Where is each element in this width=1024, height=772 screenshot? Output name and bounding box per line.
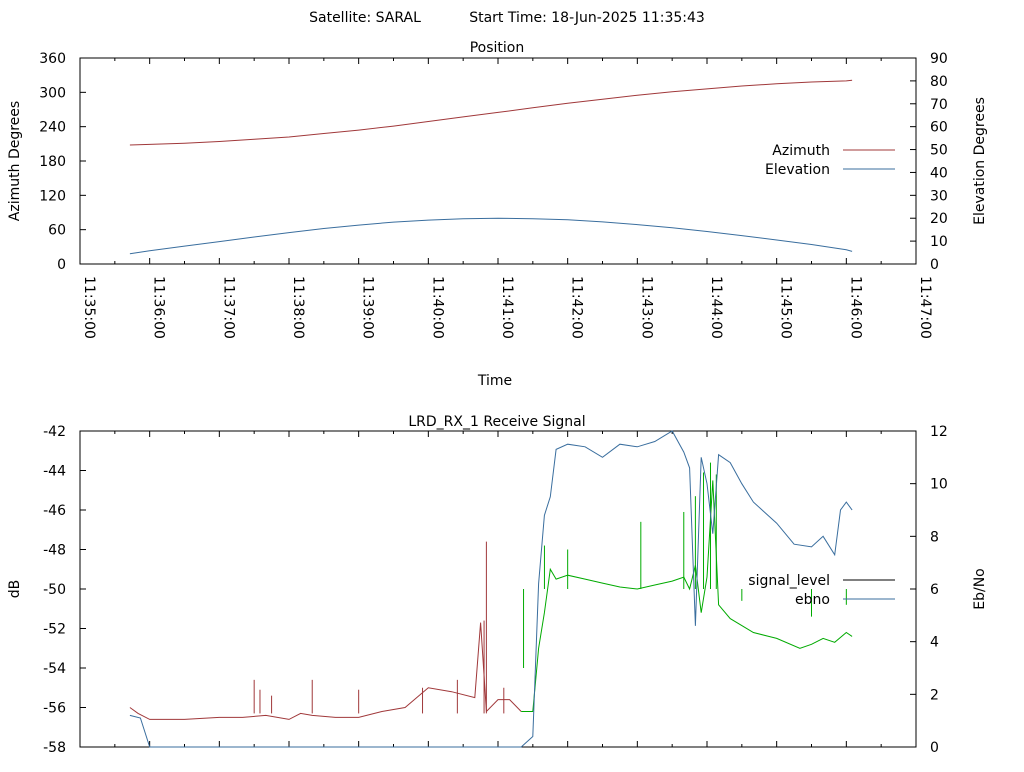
position-y-tick-label: 0	[57, 257, 66, 273]
signal-y2-tick-label: 4	[930, 635, 939, 651]
position-legend-label: Elevation	[765, 162, 830, 178]
signal-y2-tick-label: 6	[930, 582, 939, 598]
position-x-tick-label: 11:40:00	[429, 276, 445, 339]
signal-y-tick-label: -58	[43, 740, 66, 756]
position-x-tick-label: 11:43:00	[638, 276, 654, 339]
signal-y2-tick-label: 12	[930, 424, 948, 440]
position-y2-tick-label: 80	[930, 74, 948, 90]
position-y2-tick-label: 10	[930, 234, 948, 250]
signal-legend-label: signal_level	[748, 573, 830, 589]
signal-y-tick-label: -44	[43, 464, 66, 480]
position-chart: Position Time Azimuth Degrees Elevation …	[7, 40, 988, 389]
position-x-tick-label: 11:36:00	[151, 276, 167, 339]
position-y-tick-label: 180	[39, 154, 66, 170]
position-y2-tick-label: 0	[930, 257, 939, 273]
position-plot-frame	[79, 57, 917, 265]
position-x-tick-label: 11:35:00	[81, 276, 97, 339]
signal-y2-tick-label: 8	[930, 529, 939, 545]
position-y-tick-label: 120	[39, 188, 66, 204]
signal-level-line-unlocked	[129, 622, 522, 720]
position-y2-tick-label: 20	[930, 211, 948, 227]
azimuth-line	[129, 79, 853, 146]
signal-y-tick-label: -46	[43, 503, 66, 519]
signal-y-tick-label: -48	[43, 543, 66, 559]
satellite-label: Satellite: SARAL	[309, 10, 421, 26]
position-y-tick-label: 240	[39, 120, 66, 136]
position-y2-tick-label: 30	[930, 188, 948, 204]
signal-y-tick-label: -50	[43, 582, 66, 598]
position-x-tick-label: 11:45:00	[778, 276, 794, 339]
position-y2-axis-label: Elevation Degrees	[972, 97, 988, 225]
signal-y2-tick-label: 2	[930, 687, 939, 703]
position-x-tick-label: 11:44:00	[708, 276, 724, 339]
signal-chart-title: LRD_RX_1 Receive Signal	[408, 414, 585, 430]
signal-y-tick-label: -42	[43, 424, 66, 440]
position-y2-tick-label: 50	[930, 143, 948, 159]
ebno-line	[129, 430, 853, 748]
signal-y-tick-label: -56	[43, 701, 66, 717]
signal-y2-tick-label: 0	[930, 740, 939, 756]
position-y-tick-label: 300	[39, 85, 66, 101]
signal-legend-label: ebno	[795, 592, 830, 608]
position-x-tick-label: 11:47:00	[917, 276, 933, 339]
receive-signal-chart: LRD_RX_1 Receive Signal dB Eb/No -58 -56 -…	[7, 414, 988, 756]
position-x-tick-label: 11:46:00	[847, 276, 863, 339]
position-y-axis-label: Azimuth Degrees	[7, 101, 23, 221]
position-legend-label: Azimuth	[772, 143, 830, 159]
position-x-tick-label: 11:41:00	[499, 276, 515, 339]
position-x-axis-label: Time	[477, 373, 512, 389]
position-x-tick-label: 11:42:00	[569, 276, 585, 339]
signal-level-line-locked	[521, 480, 853, 712]
signal-y-axis-label: dB	[7, 580, 23, 599]
position-y2-tick-label: 40	[930, 165, 948, 181]
position-chart-title: Position	[470, 40, 525, 56]
position-x-tick-label: 11:39:00	[360, 276, 376, 339]
signal-y-tick-label: -54	[43, 661, 66, 677]
position-x-tick-label: 11:37:00	[220, 276, 236, 339]
position-y2-tick-label: 60	[930, 120, 948, 136]
signal-y2-axis-label: Eb/No	[972, 568, 988, 610]
signal-y2-tick-label: 10	[930, 477, 948, 493]
position-y2-tick-label: 70	[930, 97, 948, 113]
start-time-label: Start Time: 18-Jun-2025 11:35:43	[469, 10, 705, 26]
position-y-tick-label: 60	[48, 223, 66, 239]
position-y2-tick-label: 90	[930, 51, 948, 67]
position-x-tick-label: 11:38:00	[290, 276, 306, 339]
elevation-line	[129, 217, 853, 255]
signal-y-tick-label: -52	[43, 622, 66, 638]
position-y-tick-label: 360	[39, 51, 66, 67]
